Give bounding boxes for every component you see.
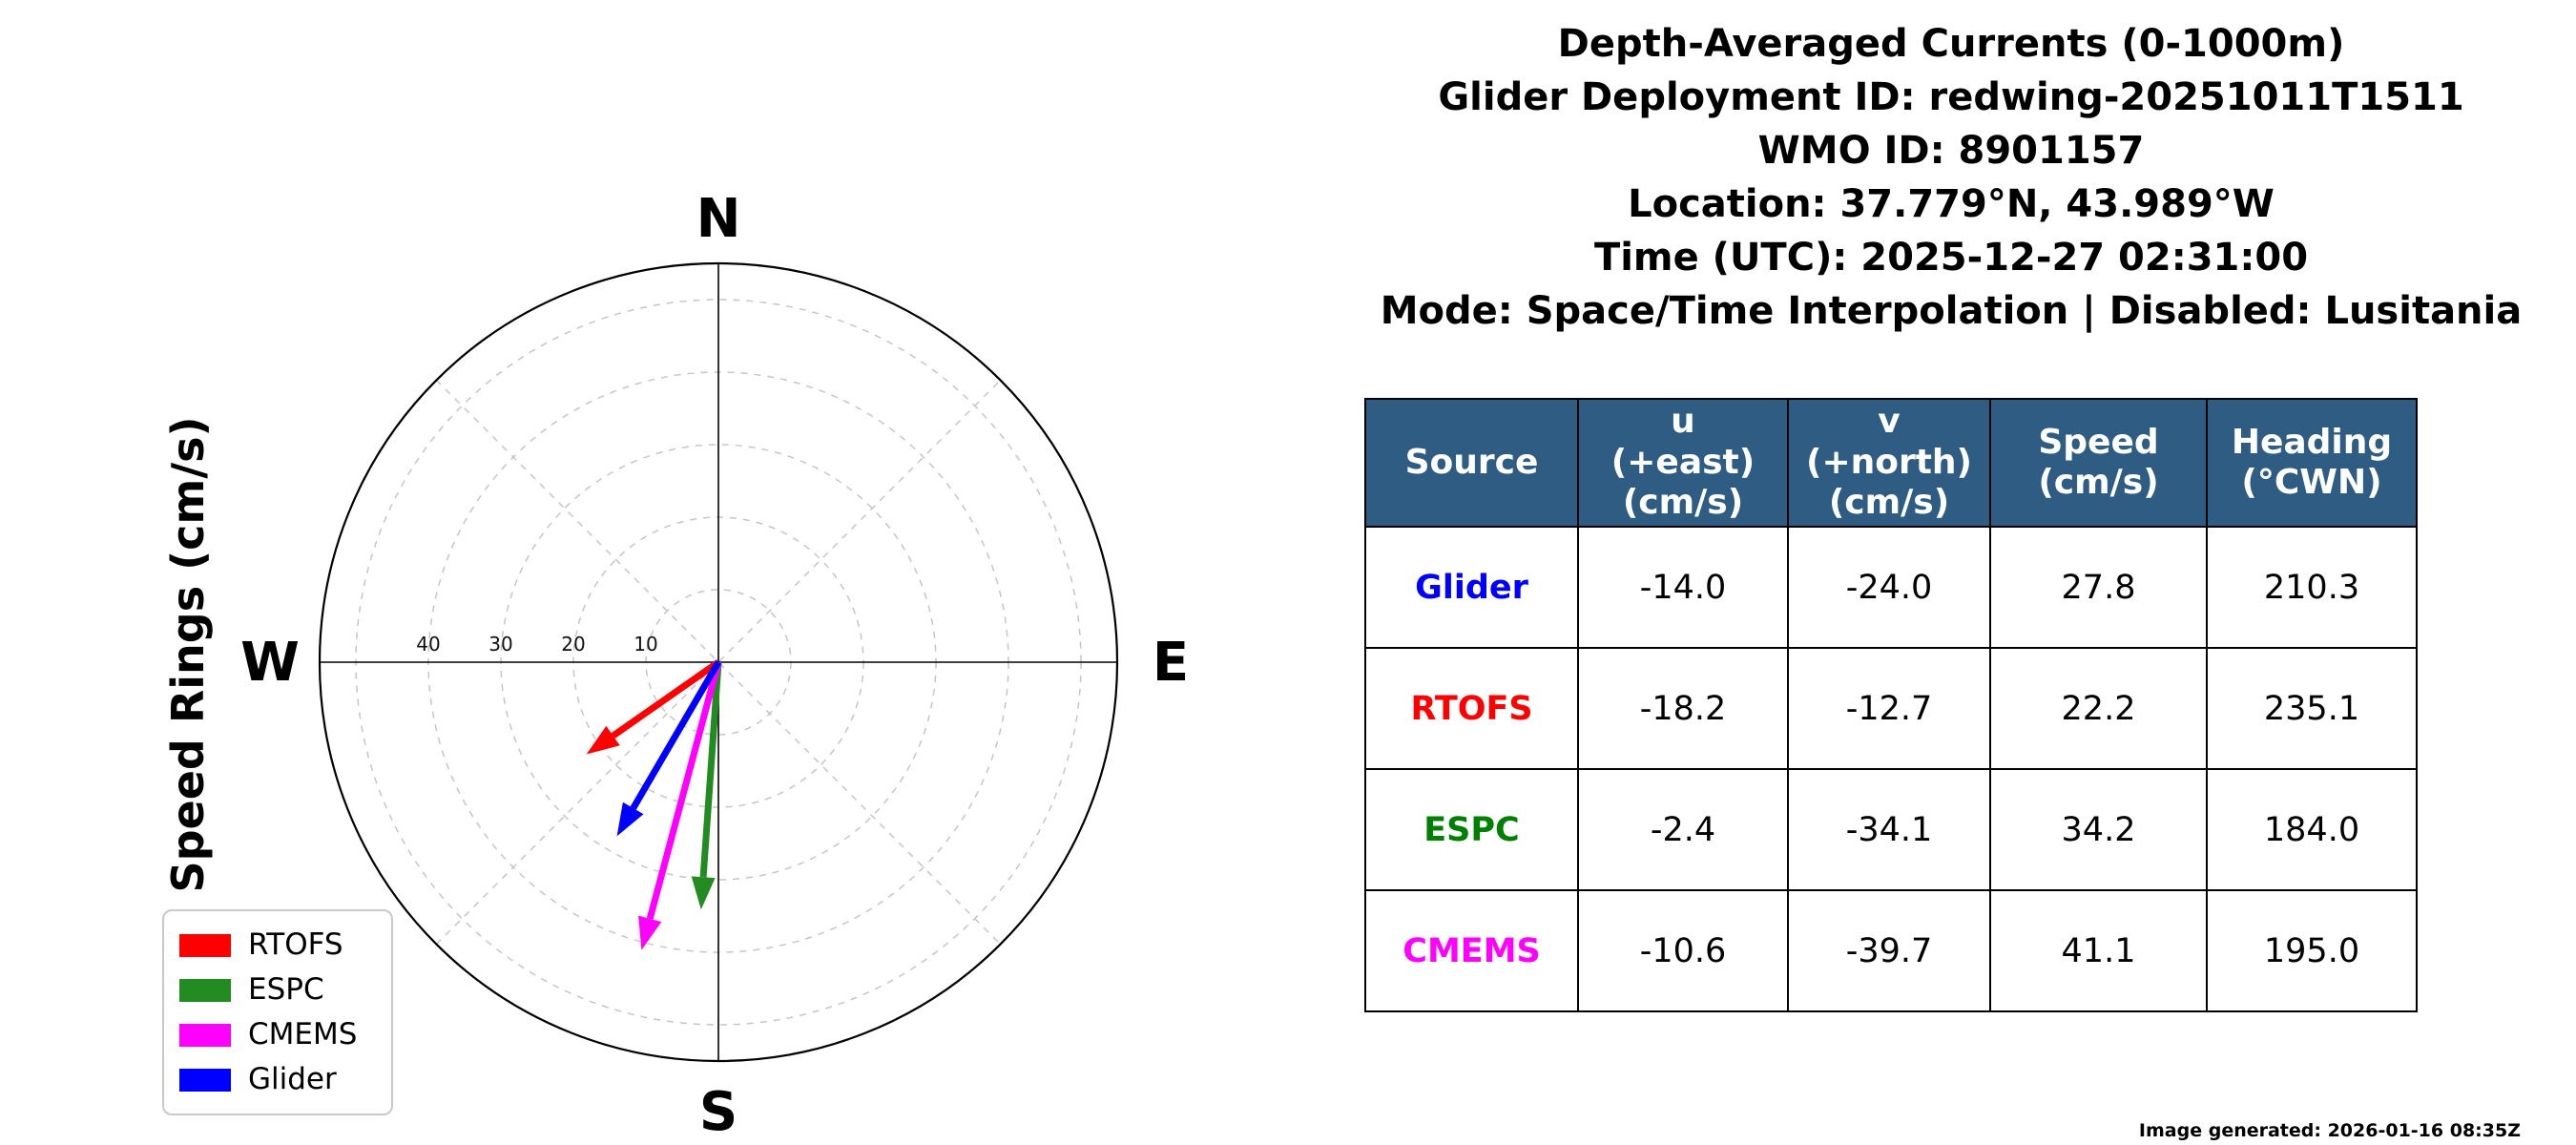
v-cell: -34.1 <box>1787 768 1991 891</box>
heading-cell: 195.0 <box>2206 889 2418 1012</box>
header-text: (cm/s) <box>2038 463 2159 502</box>
heading-cell: 235.1 <box>2206 647 2418 770</box>
cardinal-south-label: S <box>699 1081 737 1143</box>
u-cell: -14.0 <box>1577 526 1789 649</box>
legend-item-espc: ESPC <box>179 968 376 1012</box>
source-cell: CMEMS <box>1364 889 1579 1012</box>
cardinal-north-label: N <box>696 188 741 250</box>
vector-shaft-espc <box>699 661 722 878</box>
vector-head-cmems <box>638 915 662 950</box>
header-text: v <box>1878 402 1901 442</box>
legend-color-swatch <box>179 978 231 1002</box>
ring-tick-40: 40 <box>416 633 440 656</box>
location-line: Location: 37.779°N, 43.989°W <box>1628 182 2275 226</box>
table-row-espc: ESPC -2.4 -34.1 34.2 184.0 <box>1364 768 2418 891</box>
v-cell: -12.7 <box>1787 647 1991 770</box>
page-title: Depth-Averaged Currents (0-1000m) <box>1557 22 2345 66</box>
wmo-id-line: WMO ID: 8901157 <box>1757 129 2145 173</box>
heading-cell: 184.0 <box>2206 768 2418 891</box>
header-text: (cm/s) <box>1622 483 1744 523</box>
table-row-glider: Glider -14.0 -24.0 27.8 210.3 <box>1364 526 2418 649</box>
legend-label: CMEMS <box>248 1017 358 1051</box>
ring-tick-30: 30 <box>488 633 512 656</box>
col-header-source: Source <box>1364 398 1579 528</box>
source-cell: RTOFS <box>1364 647 1579 770</box>
radial-axis-label: Speed Rings (cm/s) <box>162 416 214 893</box>
ring-tick-labels: 40 30 20 10 <box>416 633 657 656</box>
legend-item-rtofs: RTOFS <box>179 923 376 968</box>
legend-color-swatch <box>179 1023 231 1047</box>
heading-cell: 210.3 <box>2206 526 2418 649</box>
legend-label: ESPC <box>248 972 324 1007</box>
deployment-id-line: Glider Deployment ID: redwing-20251011T1… <box>1438 75 2464 119</box>
table-header-row: Source u (+east) (cm/s) v (+north) (cm/s… <box>1364 398 2418 528</box>
speed-cell: 27.8 <box>1989 526 2208 649</box>
u-cell: -18.2 <box>1577 647 1789 770</box>
header-text: Source <box>1404 442 1539 482</box>
image-generated-timestamp: Image generated: 2026-01-16 08:35Z <box>2138 1120 2521 1141</box>
legend-color-swatch <box>179 1068 231 1092</box>
legend-label: Glider <box>248 1062 337 1096</box>
col-header-speed: Speed (cm/s) <box>1989 398 2208 528</box>
vector-head-rtofs <box>586 725 620 755</box>
table-row-rtofs: RTOFS -18.2 -12.7 22.2 235.1 <box>1364 647 2418 770</box>
speed-cell: 41.1 <box>1989 889 2208 1012</box>
header-text: (°CWN) <box>2241 463 2382 502</box>
vector-head-glider <box>616 802 644 837</box>
ring-tick-10: 10 <box>634 633 657 656</box>
u-cell: -10.6 <box>1577 889 1789 1012</box>
table-row-cmems: CMEMS -10.6 -39.7 41.1 195.0 <box>1364 889 2418 1012</box>
currents-table: Source u (+east) (cm/s) v (+north) (cm/s… <box>1364 398 2418 1012</box>
time-line: Time (UTC): 2025-12-27 02:31:00 <box>1593 236 2309 280</box>
header-text: Heading <box>2231 422 2393 462</box>
header-text: (+north) <box>1805 442 1973 482</box>
cardinal-labels: N E S W <box>240 188 1189 1143</box>
legend-color-swatch <box>179 933 231 957</box>
v-cell: -24.0 <box>1787 526 1991 649</box>
vector-shaft-rtofs <box>611 659 721 739</box>
col-header-heading: Heading (°CWN) <box>2206 398 2418 528</box>
header-text: u <box>1671 402 1695 442</box>
vector-head-espc <box>691 876 716 910</box>
header-text: (cm/s) <box>1828 483 1950 523</box>
speed-cell: 22.2 <box>1989 647 2208 770</box>
cardinal-west-label: W <box>240 632 300 694</box>
source-cell: Glider <box>1364 526 1579 649</box>
vector-shaft-cmems <box>646 661 722 920</box>
title-block: Depth-Averaged Currents (0-1000m) Glider… <box>1326 17 2576 338</box>
vector-shaft-glider <box>630 660 722 810</box>
cardinal-east-label: E <box>1153 632 1189 694</box>
plot-legend: RTOFS ESPC CMEMS Glider <box>162 909 393 1115</box>
legend-label: RTOFS <box>248 927 343 962</box>
compass-plot: 40 30 20 10 N E S W <box>240 188 1189 1143</box>
ring-tick-20: 20 <box>561 633 585 656</box>
header-text: (+east) <box>1610 442 1755 482</box>
legend-item-glider: Glider <box>179 1057 376 1102</box>
col-header-u: u (+east) (cm/s) <box>1577 398 1789 528</box>
u-cell: -2.4 <box>1577 768 1789 891</box>
source-cell: ESPC <box>1364 768 1579 891</box>
legend-item-cmems: CMEMS <box>179 1012 376 1057</box>
header-text: Speed <box>2038 422 2159 462</box>
compass-outer-circle <box>318 261 1119 1063</box>
speed-cell: 34.2 <box>1989 768 2208 891</box>
col-header-v: v (+north) (cm/s) <box>1787 398 1991 528</box>
current-vectors <box>586 659 722 950</box>
mode-line: Mode: Space/Time Interpolation | Disable… <box>1380 289 2523 333</box>
v-cell: -39.7 <box>1787 889 1991 1012</box>
